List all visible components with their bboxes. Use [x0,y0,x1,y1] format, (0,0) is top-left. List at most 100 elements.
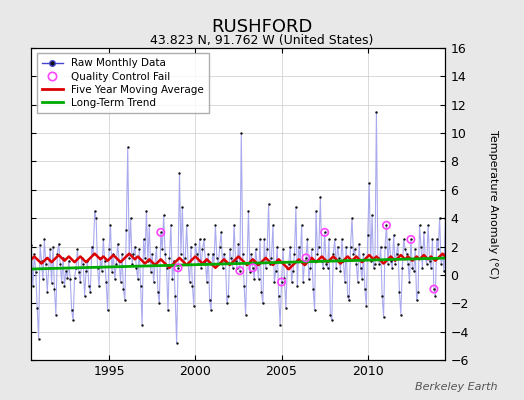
Point [194,260,202,267]
Point [209,250,217,257]
Point [182,222,191,228]
Point [407,236,415,243]
Point [240,283,248,290]
Point [341,279,349,285]
Point [21,279,30,285]
Point [207,307,215,314]
Point [56,260,64,267]
Point [298,222,306,228]
Point [336,268,345,274]
Point [388,265,397,271]
Point [101,258,109,264]
Point [285,260,293,267]
Point [236,268,244,274]
Text: RUSHFORD: RUSHFORD [211,18,313,36]
Point [157,229,165,236]
Point [397,312,405,318]
Point [354,279,362,285]
Point [401,246,409,252]
Point [211,222,220,228]
Point [294,243,303,250]
Point [293,283,301,290]
Point [348,215,356,221]
Point [352,260,361,267]
Point [407,236,415,243]
Point [106,222,115,228]
Point [80,293,89,299]
Point [433,236,441,243]
Point [59,255,67,261]
Point [392,250,401,257]
Point [72,265,80,271]
Point [398,265,407,271]
Point [192,250,201,257]
Point [219,265,227,271]
Point [224,293,233,299]
Point [323,265,332,271]
Point [289,268,297,274]
Point [126,215,135,221]
Point [302,255,310,261]
Point [99,236,107,243]
Point [267,255,276,261]
Point [233,265,241,271]
Point [23,255,31,261]
Point [91,208,99,214]
Point [244,208,253,214]
Point [428,236,436,243]
Point [35,336,43,342]
Point [443,243,451,250]
Point [197,265,205,271]
Point [177,250,185,257]
Point [431,293,440,299]
Point [145,222,154,228]
Point [188,283,196,290]
Point [60,283,69,290]
Point [168,276,177,282]
Point [187,243,195,250]
Point [361,286,369,292]
Point [371,260,379,267]
Point [325,236,333,243]
Point [441,215,450,221]
Point [242,312,250,318]
Point [201,258,210,264]
Point [395,289,403,295]
Point [79,260,88,267]
Point [172,340,181,346]
Point [75,269,83,275]
Point [154,289,162,295]
Point [131,243,139,250]
Point [49,243,57,250]
Point [394,240,402,247]
Point [427,265,435,271]
Point [128,260,136,267]
Point [66,276,74,282]
Point [214,260,223,267]
Point [39,276,47,282]
Point [43,289,51,295]
Point [119,286,128,292]
Point [85,283,93,290]
Point [52,312,60,318]
Point [125,255,134,261]
Point [142,208,150,214]
Point [349,250,357,257]
Point [191,240,200,247]
Point [198,246,206,252]
Point [256,236,264,243]
Point [273,243,281,250]
Point [155,300,163,306]
Point [313,250,322,257]
Point [95,283,103,290]
Point [27,242,36,248]
Point [252,246,260,252]
Point [364,232,372,238]
Point [105,246,113,252]
Point [378,293,386,299]
Point [248,265,257,271]
Point [122,226,130,233]
Point [135,246,144,252]
Point [319,265,328,271]
Point [204,250,212,257]
